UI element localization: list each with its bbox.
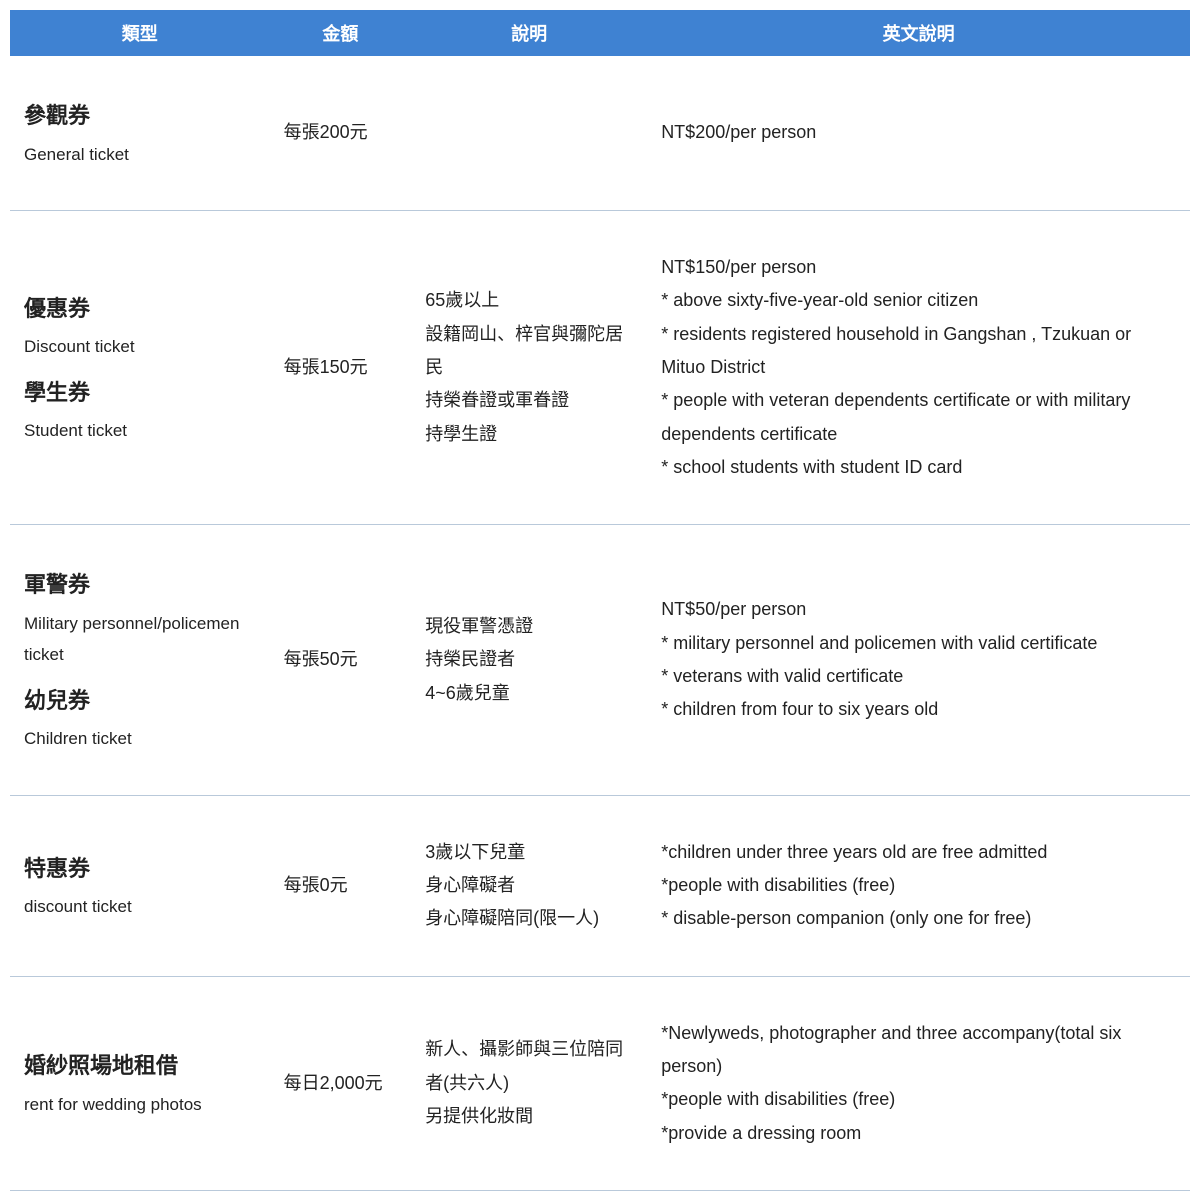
cell-price: 每張150元 [270, 211, 412, 525]
cell-desc: 3歲以下兒童身心障礙者身心障礙陪同(限一人) [411, 795, 647, 976]
ticket-type-title: 學生券 [24, 373, 256, 414]
en-line: NT$150/per person [661, 251, 1176, 284]
table-header: 類型 金額 說明 英文說明 [10, 10, 1190, 56]
desc-line: 現役軍警憑證 [425, 610, 633, 643]
ticket-type-title: 婚紗照場地租借 [24, 1046, 256, 1087]
table-row: 軍警券Military personnel/policemen ticket 幼兒… [10, 525, 1190, 796]
en-line: * children from four to six years old [661, 693, 1176, 726]
en-line: * above sixty-five-year-old senior citiz… [661, 284, 1176, 317]
table-row: 優惠券Discount ticket 學生券Student ticket 每張150… [10, 211, 1190, 525]
en-line: *people with disabilities (free) [661, 869, 1176, 902]
cell-desc [411, 56, 647, 211]
ticket-type-title: 特惠券 [24, 849, 256, 890]
desc-line: 持榮民證者 [425, 643, 633, 676]
cell-type: 特惠券discount ticket [10, 795, 270, 976]
ticket-type-subtitle: General ticket [24, 139, 256, 170]
cell-type: 參觀券General ticket [10, 56, 270, 211]
col-header-type: 類型 [10, 10, 270, 56]
desc-line: 4~6歲兒童 [425, 677, 633, 710]
desc-line: 另提供化妝間 [425, 1100, 633, 1133]
cell-type: 婚紗照場地租借rent for wedding photos [10, 976, 270, 1190]
desc-line: 身心障礙陪同(限一人) [425, 902, 633, 935]
desc-line: 65歲以上 [425, 284, 633, 317]
ticket-price-table: 類型 金額 說明 英文說明 參觀券General ticket每張200元NT$… [10, 10, 1190, 1191]
col-header-en: 英文說明 [647, 10, 1190, 56]
cell-desc: 65歲以上設籍岡山、梓官與彌陀居民持榮眷證或軍眷證持學生證 [411, 211, 647, 525]
table-row: 參觀券General ticket每張200元NT$200/per person [10, 56, 1190, 211]
ticket-type-title: 優惠券 [24, 289, 256, 330]
cell-en: NT$200/per person [647, 56, 1190, 211]
cell-price: 每日2,000元 [270, 976, 412, 1190]
en-line: * veterans with valid certificate [661, 660, 1176, 693]
ticket-type-subtitle: Children ticket [24, 723, 256, 754]
desc-line: 持榮眷證或軍眷證 [425, 384, 633, 417]
cell-en: *children under three years old are free… [647, 795, 1190, 976]
en-line: *provide a dressing room [661, 1117, 1176, 1150]
ticket-type-subtitle: Student ticket [24, 415, 256, 446]
en-line: *Newlyweds, photographer and three accom… [661, 1017, 1176, 1084]
ticket-type-subtitle: Discount ticket [24, 331, 256, 362]
ticket-type-subtitle: discount ticket [24, 891, 256, 922]
desc-line: 3歲以下兒童 [425, 836, 633, 869]
en-line: * disable-person companion (only one for… [661, 902, 1176, 935]
cell-price: 每張50元 [270, 525, 412, 796]
cell-type: 軍警券Military personnel/policemen ticket 幼兒… [10, 525, 270, 796]
cell-desc: 現役軍警憑證持榮民證者4~6歲兒童 [411, 525, 647, 796]
cell-price: 每張200元 [270, 56, 412, 211]
ticket-type-subtitle: Military personnel/policemen ticket [24, 608, 256, 671]
table-row: 特惠券discount ticket每張0元3歲以下兒童身心障礙者身心障礙陪同(… [10, 795, 1190, 976]
en-line: *children under three years old are free… [661, 836, 1176, 869]
desc-line: 新人、攝影師與三位陪同者(共六人) [425, 1033, 633, 1100]
cell-en: NT$50/per person* military personnel and… [647, 525, 1190, 796]
table-row: 婚紗照場地租借rent for wedding photos每日2,000元新人… [10, 976, 1190, 1190]
cell-en: NT$150/per person* above sixty-five-year… [647, 211, 1190, 525]
cell-price: 每張0元 [270, 795, 412, 976]
col-header-price: 金額 [270, 10, 412, 56]
desc-line: 身心障礙者 [425, 869, 633, 902]
cell-type: 優惠券Discount ticket 學生券Student ticket [10, 211, 270, 525]
ticket-type-title: 參觀券 [24, 96, 256, 137]
desc-line: 設籍岡山、梓官與彌陀居民 [425, 318, 633, 385]
en-line: * school students with student ID card [661, 451, 1176, 484]
table-body: 參觀券General ticket每張200元NT$200/per person… [10, 56, 1190, 1190]
en-line: *people with disabilities (free) [661, 1083, 1176, 1116]
col-header-desc: 說明 [411, 10, 647, 56]
ticket-type-title: 軍警券 [24, 565, 256, 606]
cell-en: *Newlyweds, photographer and three accom… [647, 976, 1190, 1190]
en-line: NT$200/per person [661, 116, 1176, 149]
en-line: * military personnel and policemen with … [661, 627, 1176, 660]
ticket-price-table-wrap: 類型 金額 說明 英文說明 參觀券General ticket每張200元NT$… [10, 10, 1190, 1191]
ticket-type-title: 幼兒券 [24, 681, 256, 722]
en-line: * people with veteran dependents certifi… [661, 384, 1176, 451]
ticket-type-subtitle: rent for wedding photos [24, 1089, 256, 1120]
en-line: * residents registered household in Gang… [661, 318, 1176, 385]
cell-desc: 新人、攝影師與三位陪同者(共六人)另提供化妝間 [411, 976, 647, 1190]
en-line: NT$50/per person [661, 593, 1176, 626]
desc-line: 持學生證 [425, 418, 633, 451]
